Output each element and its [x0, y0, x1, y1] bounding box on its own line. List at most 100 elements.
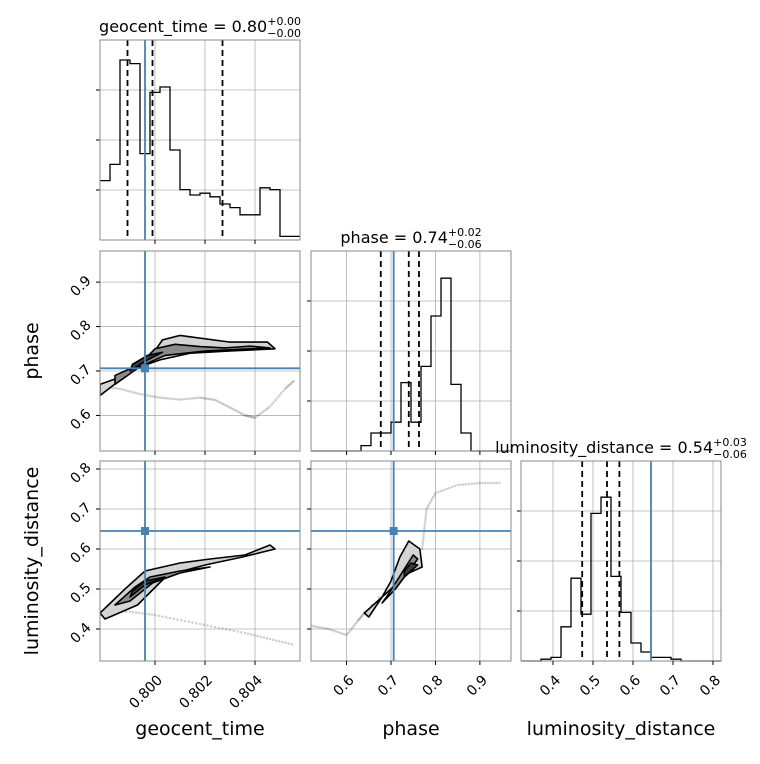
sample-point: [423, 520, 427, 523]
sample-point: [187, 620, 191, 624]
sample-point: [202, 396, 206, 400]
sample-point: [320, 626, 324, 630]
sample-point: [138, 392, 142, 396]
sample-point: [272, 400, 276, 404]
contour-mid: [114, 566, 211, 606]
histogram-title: luminosity_distance = 0.54+0.03: [495, 436, 747, 458]
x-tick-label: 0.800: [126, 672, 166, 712]
sample-point: [336, 630, 339, 634]
sample-point: [243, 631, 247, 635]
sample-point: [349, 628, 353, 632]
sample-point: [289, 381, 293, 385]
sample-point: [193, 396, 197, 400]
histogram-step-line: [521, 496, 721, 662]
x-tick-label: 0.802: [176, 672, 216, 712]
histogram-step-line: [311, 277, 511, 452]
sample-point: [126, 389, 129, 393]
sample-point: [456, 483, 459, 487]
sample-point: [153, 395, 157, 399]
sample-point: [256, 634, 259, 638]
sample-point: [271, 638, 275, 642]
sample-point: [450, 485, 454, 489]
sample-point: [286, 385, 289, 388]
x-tick-label: 0.804: [226, 672, 266, 712]
sample-point: [209, 624, 213, 628]
sample-point: [221, 627, 224, 630]
title-subscript: −0.06: [713, 448, 747, 461]
truth-marker: [141, 364, 149, 373]
sample-point: [421, 537, 425, 541]
sample-point: [213, 625, 217, 629]
sample-point: [467, 482, 471, 486]
sample-point: [470, 482, 473, 486]
sample-point: [241, 413, 245, 416]
sample-point: [183, 397, 187, 401]
sample-point: [173, 397, 177, 401]
sample-point: [238, 411, 241, 414]
sample-point: [434, 491, 437, 495]
sample-point: [247, 414, 251, 418]
sample-point: [232, 629, 236, 633]
panel-border: [520, 460, 722, 662]
panel-border: [99, 39, 301, 241]
sample-point: [232, 408, 236, 411]
sample-point: [338, 631, 342, 635]
sample-point: [244, 414, 248, 418]
panel-content: [100, 461, 300, 661]
sample-point: [166, 397, 169, 400]
sample-point: [191, 621, 194, 624]
sample-point: [118, 387, 122, 391]
sample-point: [484, 481, 487, 485]
sample-point: [228, 628, 232, 632]
sample-point: [176, 618, 179, 621]
histogram-title: phase = 0.74+0.02: [340, 226, 481, 247]
sample-point: [236, 410, 239, 413]
sample-point: [268, 405, 272, 408]
sample-point: [253, 633, 256, 637]
sample-point: [279, 391, 283, 395]
sample-point: [442, 488, 446, 492]
panel-border: [310, 250, 512, 452]
x-axis-label: geocent_time: [135, 718, 264, 740]
x-axis-label: luminosity_distance: [527, 718, 716, 740]
sample-point: [357, 618, 360, 622]
sample-point: [215, 399, 219, 403]
sample-point: [361, 613, 364, 617]
panel-content: [100, 251, 300, 451]
sample-point: [421, 545, 424, 548]
sample-point: [423, 527, 426, 531]
sample-point: [431, 495, 435, 499]
histogram-phase: phase = 0.74+0.02−0.06: [307, 226, 512, 452]
sample-point: [217, 626, 221, 630]
sample-point: [156, 395, 159, 399]
sample-point: [128, 390, 132, 393]
panel-border: [310, 460, 512, 662]
sample-point: [138, 611, 141, 615]
sample-point: [266, 406, 270, 410]
sample-point: [168, 397, 172, 400]
sample-point: [153, 613, 157, 617]
y-tick-label: 0.7: [68, 362, 95, 389]
sample-point: [439, 489, 443, 493]
sample-point: [473, 482, 476, 485]
contour-outer: [100, 544, 276, 620]
sample-point: [243, 414, 247, 417]
x-axis-label: phase: [382, 718, 439, 740]
sample-point: [421, 542, 424, 546]
sample-point: [323, 626, 326, 630]
sample-point: [448, 486, 451, 490]
sample-point: [265, 636, 269, 640]
sample-point: [475, 481, 479, 485]
x-tick-label: 0.8: [419, 672, 446, 699]
x-tick-label: 0.5: [577, 672, 604, 699]
sample-point: [239, 412, 243, 415]
sample-point: [464, 482, 468, 486]
sample-point: [423, 525, 426, 528]
histogram-step-line: [100, 59, 300, 238]
sample-point: [421, 540, 425, 543]
sample-point: [316, 625, 319, 629]
sample-point: [206, 397, 209, 401]
sample-point: [179, 618, 183, 622]
sample-point: [206, 624, 209, 627]
